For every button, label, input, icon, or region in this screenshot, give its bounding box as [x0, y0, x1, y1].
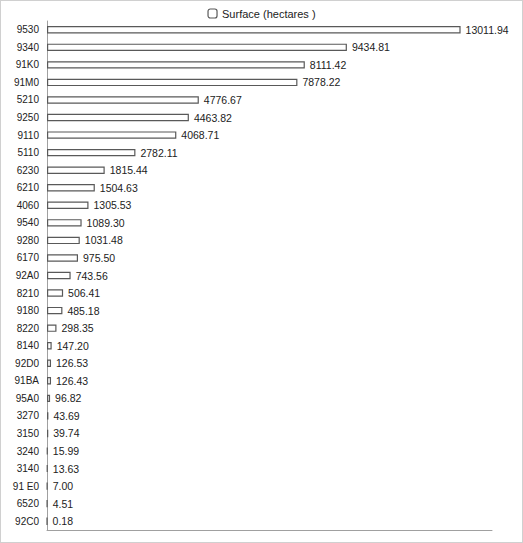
- svg-text:6230: 6230: [17, 165, 40, 176]
- svg-text:3140: 3140: [17, 463, 40, 474]
- svg-text:0.18: 0.18: [53, 515, 74, 527]
- svg-text:2782.11: 2782.11: [140, 147, 177, 159]
- svg-text:1031.48: 1031.48: [85, 234, 123, 246]
- svg-text:Surface (hectares ): Surface (hectares ): [222, 8, 316, 20]
- svg-text:13011.94: 13011.94: [466, 24, 509, 36]
- svg-text:96.82: 96.82: [55, 392, 81, 404]
- svg-text:13.63: 13.63: [53, 463, 79, 475]
- svg-text:15.99: 15.99: [53, 445, 79, 457]
- svg-text:9340: 9340: [17, 42, 40, 53]
- svg-text:8210: 8210: [17, 288, 40, 299]
- svg-text:975.50: 975.50: [83, 252, 115, 264]
- svg-text:91 E0: 91 E0: [13, 481, 40, 492]
- svg-text:743.56: 743.56: [76, 270, 108, 282]
- svg-text:1504.63: 1504.63: [100, 182, 138, 194]
- svg-text:92A0: 92A0: [16, 270, 40, 281]
- svg-text:126.43: 126.43: [56, 375, 88, 387]
- svg-text:1815.44: 1815.44: [110, 164, 148, 176]
- svg-text:3240: 3240: [17, 446, 40, 457]
- svg-text:506.41: 506.41: [68, 287, 100, 299]
- svg-text:39.74: 39.74: [53, 427, 79, 439]
- svg-text:91BA: 91BA: [15, 375, 40, 386]
- svg-text:147.20: 147.20: [57, 340, 89, 352]
- svg-text:91K0: 91K0: [16, 59, 40, 70]
- svg-text:4060: 4060: [17, 200, 40, 211]
- svg-text:485.18: 485.18: [67, 305, 99, 317]
- svg-text:126.53: 126.53: [56, 357, 88, 369]
- svg-text:4463.82: 4463.82: [194, 112, 232, 124]
- svg-text:9250: 9250: [17, 112, 40, 123]
- svg-text:1305.53: 1305.53: [93, 199, 131, 211]
- svg-text:91M0: 91M0: [14, 77, 39, 88]
- svg-text:9180: 9180: [17, 305, 40, 316]
- svg-text:43.69: 43.69: [53, 410, 79, 422]
- svg-text:1089.30: 1089.30: [87, 217, 125, 229]
- svg-text:5110: 5110: [17, 147, 39, 158]
- svg-text:6210: 6210: [17, 182, 40, 193]
- svg-text:8140: 8140: [17, 340, 40, 351]
- svg-text:92D0: 92D0: [15, 358, 39, 369]
- svg-text:7878.22: 7878.22: [302, 76, 340, 88]
- svg-text:7.00: 7.00: [53, 480, 74, 492]
- svg-text:9530: 9530: [17, 24, 40, 35]
- svg-text:8111.42: 8111.42: [310, 59, 347, 71]
- svg-text:5210: 5210: [17, 94, 40, 105]
- svg-text:9110: 9110: [17, 130, 39, 141]
- svg-text:92C0: 92C0: [15, 516, 39, 527]
- svg-text:8220: 8220: [17, 323, 40, 334]
- svg-text:4068.71: 4068.71: [181, 129, 219, 141]
- svg-text:298.35: 298.35: [61, 322, 93, 334]
- svg-text:3150: 3150: [17, 428, 40, 439]
- svg-text:9540: 9540: [17, 217, 40, 228]
- svg-text:95A0: 95A0: [16, 393, 40, 404]
- svg-text:6520: 6520: [17, 498, 40, 509]
- svg-text:4.51: 4.51: [53, 498, 74, 510]
- svg-text:3270: 3270: [17, 410, 40, 421]
- svg-text:4776.67: 4776.67: [204, 94, 242, 106]
- svg-text:6170: 6170: [17, 252, 40, 263]
- svg-text:9434.81: 9434.81: [352, 41, 390, 53]
- svg-text:9280: 9280: [17, 235, 40, 246]
